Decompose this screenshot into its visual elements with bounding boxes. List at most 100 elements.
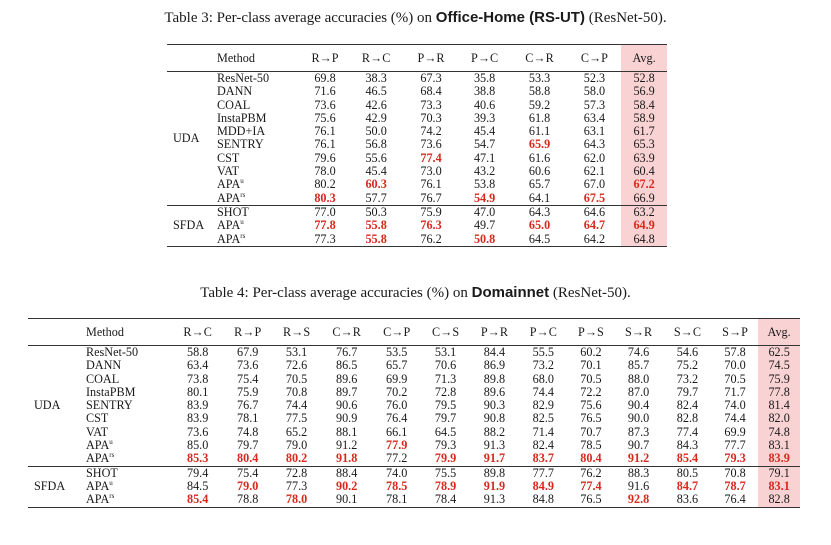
value-cell: 70.8 bbox=[285, 384, 308, 399]
value-cell: 61.6 bbox=[528, 150, 551, 165]
value-cell: 76.7 bbox=[237, 398, 259, 413]
method-superscript: rs bbox=[109, 492, 115, 501]
method-name: SHOT bbox=[217, 204, 249, 219]
column-header: C→S bbox=[421, 318, 470, 346]
method-name: SENTRY bbox=[86, 398, 133, 413]
value-cell: 70.7 bbox=[580, 424, 602, 439]
value-cell: 90.9 bbox=[335, 411, 358, 426]
table-row: SENTRY 76.1 56.8 73.6 54.7 65.9 64.3 65.3 bbox=[167, 137, 667, 152]
table-row: APArs 80.3 57.7 76.7 54.9 64.1 67.5 66.9 bbox=[167, 190, 667, 206]
method-cell: MDD+IA bbox=[213, 125, 302, 138]
table-row: SENTRY 83.9 76.7 74.4 90.6 76.0 79.5 90.3 82.9 75… bbox=[28, 398, 800, 413]
value-cell: 91.7 bbox=[483, 451, 506, 466]
method-cell: APAu bbox=[82, 479, 172, 493]
method-name: APA bbox=[86, 492, 110, 507]
value-cell: 53.8 bbox=[473, 177, 496, 192]
value-cell: 76.5 bbox=[580, 411, 602, 426]
value-cell: 72.8 bbox=[434, 384, 457, 399]
method-cell: APArs bbox=[82, 493, 172, 507]
value-cell: 70.6 bbox=[434, 358, 457, 373]
method-cell: VAT bbox=[82, 425, 172, 439]
value-cell: 75.4 bbox=[223, 465, 273, 480]
method-name: COAL bbox=[86, 371, 120, 386]
value-cell: 89.8 bbox=[470, 465, 519, 480]
value-cell: 77.8 bbox=[314, 218, 336, 233]
value-cell: 39.3 bbox=[473, 110, 496, 125]
value-cell: 90.2 bbox=[335, 478, 358, 493]
value-cell: 92.8 bbox=[627, 492, 650, 507]
avg-value-cell: 83.1 bbox=[758, 479, 800, 494]
column-header: C→P bbox=[372, 318, 422, 346]
value-cell: 73.6 bbox=[186, 424, 209, 439]
avg-value-cell: 77.8 bbox=[758, 385, 800, 400]
column-header: P→C bbox=[457, 44, 512, 72]
value-cell: 75.6 bbox=[580, 398, 602, 413]
value-cell: 80.3 bbox=[314, 190, 336, 205]
value-cell: 66.1 bbox=[386, 424, 408, 439]
method-name: APA bbox=[86, 451, 110, 466]
table-row: InstaPBM 80.1 75.9 70.8 89.7 70.2 72.8 89.6 74.4… bbox=[28, 384, 800, 400]
value-cell: 85.4 bbox=[676, 451, 699, 466]
value-cell: 70.8 bbox=[711, 465, 759, 480]
table-row: APAu 80.2 60.3 76.1 53.8 65.7 67.0 67.2 bbox=[167, 177, 667, 192]
value-cell: 53.3 bbox=[528, 71, 551, 85]
method-superscript: rs bbox=[240, 231, 246, 240]
value-cell: 77.4 bbox=[420, 150, 442, 165]
value-cell: 74.0 bbox=[372, 465, 422, 480]
method-cell: APAu bbox=[82, 438, 172, 452]
value-cell: 76.4 bbox=[724, 492, 746, 507]
method-name: ResNet-50 bbox=[86, 345, 139, 359]
value-cell: 74.8 bbox=[237, 424, 259, 439]
method-cell: DANN bbox=[213, 85, 302, 98]
method-cell: SENTRY bbox=[82, 399, 172, 412]
value-cell: 77.3 bbox=[285, 478, 308, 493]
method-cell: CST bbox=[82, 412, 172, 425]
value-cell: 77.2 bbox=[386, 451, 408, 466]
value-cell: 88.2 bbox=[483, 424, 506, 439]
value-cell: 74.4 bbox=[724, 411, 746, 426]
value-cell: 78.5 bbox=[386, 478, 408, 493]
avg-value-cell: 74.5 bbox=[758, 358, 800, 373]
value-cell: 77.3 bbox=[314, 231, 336, 246]
method-cell: InstaPBM bbox=[213, 111, 302, 125]
value-cell: 80.5 bbox=[662, 465, 712, 480]
avg-value-cell: 64.8 bbox=[621, 232, 667, 247]
method-cell: ResNet-50 bbox=[213, 71, 302, 86]
column-header: R→P bbox=[223, 318, 273, 346]
value-cell: 74.6 bbox=[627, 345, 650, 359]
avg-value-cell: 58.4 bbox=[621, 98, 667, 112]
column-header: S→C bbox=[662, 318, 712, 346]
value-cell: 88.3 bbox=[614, 465, 663, 480]
value-cell: 83.9 bbox=[186, 398, 209, 413]
value-cell: 78.1 bbox=[386, 492, 408, 507]
value-cell: 64.5 bbox=[528, 231, 551, 246]
value-cell: 73.6 bbox=[314, 97, 336, 112]
value-cell: 76.0 bbox=[386, 398, 408, 413]
method-name: APA bbox=[217, 218, 241, 233]
value-cell: 79.7 bbox=[676, 384, 699, 399]
value-cell: 42.6 bbox=[365, 97, 387, 112]
method-superscript: u bbox=[240, 218, 244, 227]
value-cell: 71.3 bbox=[434, 371, 457, 386]
value-cell: 72.8 bbox=[272, 465, 321, 480]
value-cell: 65.2 bbox=[285, 424, 308, 439]
value-cell: 75.4 bbox=[237, 371, 259, 386]
value-cell: 63.1 bbox=[583, 124, 606, 139]
method-name: SENTRY bbox=[217, 137, 264, 152]
avg-value-cell: 83.1 bbox=[758, 438, 800, 453]
value-cell: 78.5 bbox=[580, 438, 602, 453]
value-cell: 78.1 bbox=[237, 411, 259, 426]
value-cell: 74.4 bbox=[285, 398, 308, 413]
value-cell: 55.6 bbox=[365, 150, 387, 165]
value-cell: 90.1 bbox=[335, 492, 358, 507]
method-name: MDD+IA bbox=[217, 124, 266, 139]
group-label: UDA bbox=[34, 398, 61, 413]
value-cell: 80.1 bbox=[186, 384, 209, 399]
value-cell: 57.8 bbox=[724, 345, 746, 359]
value-cell: 57.3 bbox=[583, 97, 606, 112]
value-cell: 50.8 bbox=[473, 231, 496, 246]
value-cell: 61.8 bbox=[528, 110, 551, 125]
column-header: S→R bbox=[614, 318, 663, 346]
value-cell: 61.1 bbox=[528, 124, 551, 139]
avg-value-cell: 52.8 bbox=[621, 71, 667, 86]
